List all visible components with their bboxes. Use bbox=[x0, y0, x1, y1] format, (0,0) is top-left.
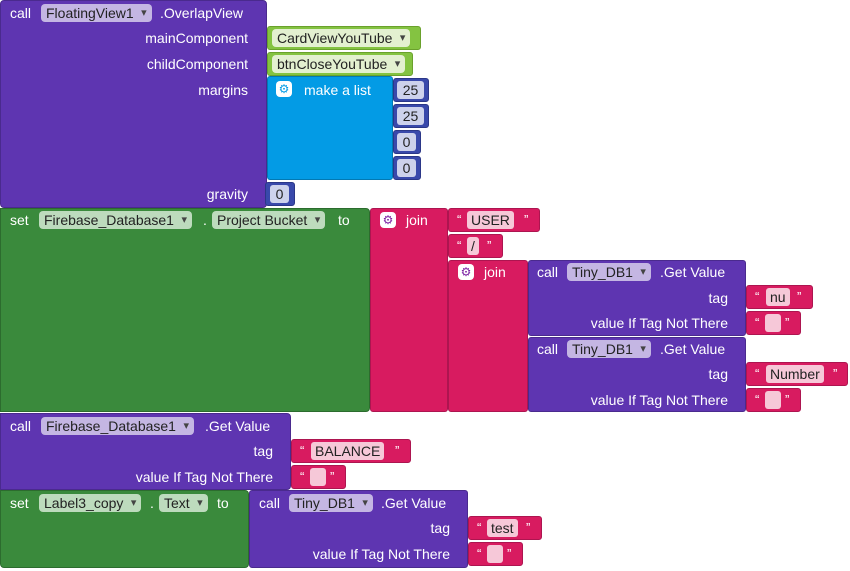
margin-value[interactable]: 0 bbox=[397, 159, 416, 177]
tag-value[interactable]: nu bbox=[766, 288, 790, 306]
tag-label: tag bbox=[253, 443, 273, 459]
default-label: value If Tag Not There bbox=[312, 546, 450, 562]
quote-close: ” bbox=[524, 212, 529, 227]
call-keyword: call bbox=[10, 5, 32, 21]
default-value[interactable] bbox=[310, 468, 326, 486]
quote-close: ” bbox=[785, 392, 790, 407]
property-dropdown[interactable]: Text bbox=[159, 494, 208, 512]
join-block[interactable] bbox=[370, 208, 448, 412]
main-component-dropdown[interactable]: CardViewYouTube bbox=[272, 29, 411, 47]
component-dropdown[interactable]: Tiny_DB1 bbox=[567, 263, 651, 281]
quote-open: “ bbox=[477, 520, 482, 535]
overlap-view-block[interactable] bbox=[0, 0, 267, 208]
quote-open: “ bbox=[755, 289, 760, 304]
default-value[interactable] bbox=[765, 314, 781, 332]
quote-open: “ bbox=[755, 392, 760, 407]
component-dropdown[interactable]: Firebase_Database1 bbox=[41, 417, 194, 435]
to-keyword: to bbox=[338, 212, 350, 228]
default-label: value If Tag Not There bbox=[135, 469, 273, 485]
tag-label: tag bbox=[708, 366, 728, 382]
quote-close: ” bbox=[526, 520, 531, 535]
method-label: .OverlapView bbox=[160, 5, 244, 21]
component-dropdown[interactable]: Label3_copy bbox=[39, 494, 142, 512]
default-label: value If Tag Not There bbox=[590, 315, 728, 331]
dot-label: . bbox=[203, 212, 207, 228]
quote-open: “ bbox=[477, 546, 482, 561]
method-label: .Get Value bbox=[205, 418, 271, 434]
join-label: join bbox=[406, 212, 428, 228]
tag-label: tag bbox=[430, 520, 450, 536]
component-dropdown[interactable]: Tiny_DB1 bbox=[567, 340, 651, 358]
property-dropdown[interactable]: Project Bucket bbox=[212, 211, 326, 229]
method-label: .Get Value bbox=[381, 495, 447, 511]
gear-icon[interactable]: ⚙ bbox=[380, 212, 396, 228]
inner-join-block[interactable] bbox=[448, 260, 528, 412]
text-value[interactable]: / bbox=[467, 237, 479, 255]
text-value[interactable]: USER bbox=[467, 211, 514, 229]
set-project-bucket-block[interactable] bbox=[0, 208, 370, 412]
quote-close: ” bbox=[507, 546, 512, 561]
set-keyword: set bbox=[10, 495, 29, 511]
tag-value[interactable]: Number bbox=[766, 365, 824, 383]
method-label: .Get Value bbox=[660, 264, 726, 280]
component-dropdown[interactable]: Firebase_Database1 bbox=[39, 211, 192, 229]
default-label: value If Tag Not There bbox=[590, 392, 728, 408]
margin-value[interactable]: 0 bbox=[397, 133, 416, 151]
set-keyword: set bbox=[10, 212, 29, 228]
quote-open: “ bbox=[300, 469, 305, 484]
margins-label: margins bbox=[198, 82, 248, 98]
call-keyword: call bbox=[10, 418, 32, 434]
quote-close: ” bbox=[395, 443, 400, 458]
quote-close: ” bbox=[797, 289, 802, 304]
quote-open: “ bbox=[457, 238, 462, 253]
gear-icon[interactable]: ⚙ bbox=[276, 81, 292, 97]
call-keyword: call bbox=[259, 495, 281, 511]
call-keyword: call bbox=[537, 264, 559, 280]
gravity-label: gravity bbox=[206, 186, 248, 202]
margin-value[interactable]: 25 bbox=[397, 81, 424, 99]
child-component-label: childComponent bbox=[146, 56, 248, 72]
default-value[interactable] bbox=[487, 545, 503, 563]
gravity-value[interactable]: 0 bbox=[270, 185, 289, 203]
quote-open: “ bbox=[755, 315, 760, 330]
join-label: join bbox=[484, 264, 506, 280]
method-label: .Get Value bbox=[660, 341, 726, 357]
quote-close: ” bbox=[785, 315, 790, 330]
component-dropdown[interactable]: FloatingView1 bbox=[41, 4, 152, 22]
gear-icon[interactable]: ⚙ bbox=[458, 264, 474, 280]
component-dropdown[interactable]: Tiny_DB1 bbox=[289, 494, 373, 512]
quote-close: ” bbox=[487, 238, 492, 253]
quote-open: “ bbox=[755, 366, 760, 381]
main-component-label: mainComponent bbox=[145, 30, 248, 46]
child-component-dropdown[interactable]: btnCloseYouTube bbox=[272, 55, 406, 73]
tag-value[interactable]: BALANCE bbox=[311, 442, 385, 460]
quote-close: ” bbox=[330, 469, 335, 484]
tag-label: tag bbox=[708, 290, 728, 306]
to-keyword: to bbox=[217, 495, 229, 511]
quote-open: “ bbox=[457, 212, 462, 227]
quote-open: “ bbox=[300, 443, 305, 458]
default-value[interactable] bbox=[765, 391, 781, 409]
margin-value[interactable]: 25 bbox=[397, 107, 424, 125]
call-keyword: call bbox=[537, 341, 559, 357]
make-list-label: make a list bbox=[304, 82, 371, 98]
dot-label: . bbox=[150, 495, 154, 511]
quote-close: ” bbox=[833, 366, 838, 381]
tag-value[interactable]: test bbox=[487, 519, 518, 537]
